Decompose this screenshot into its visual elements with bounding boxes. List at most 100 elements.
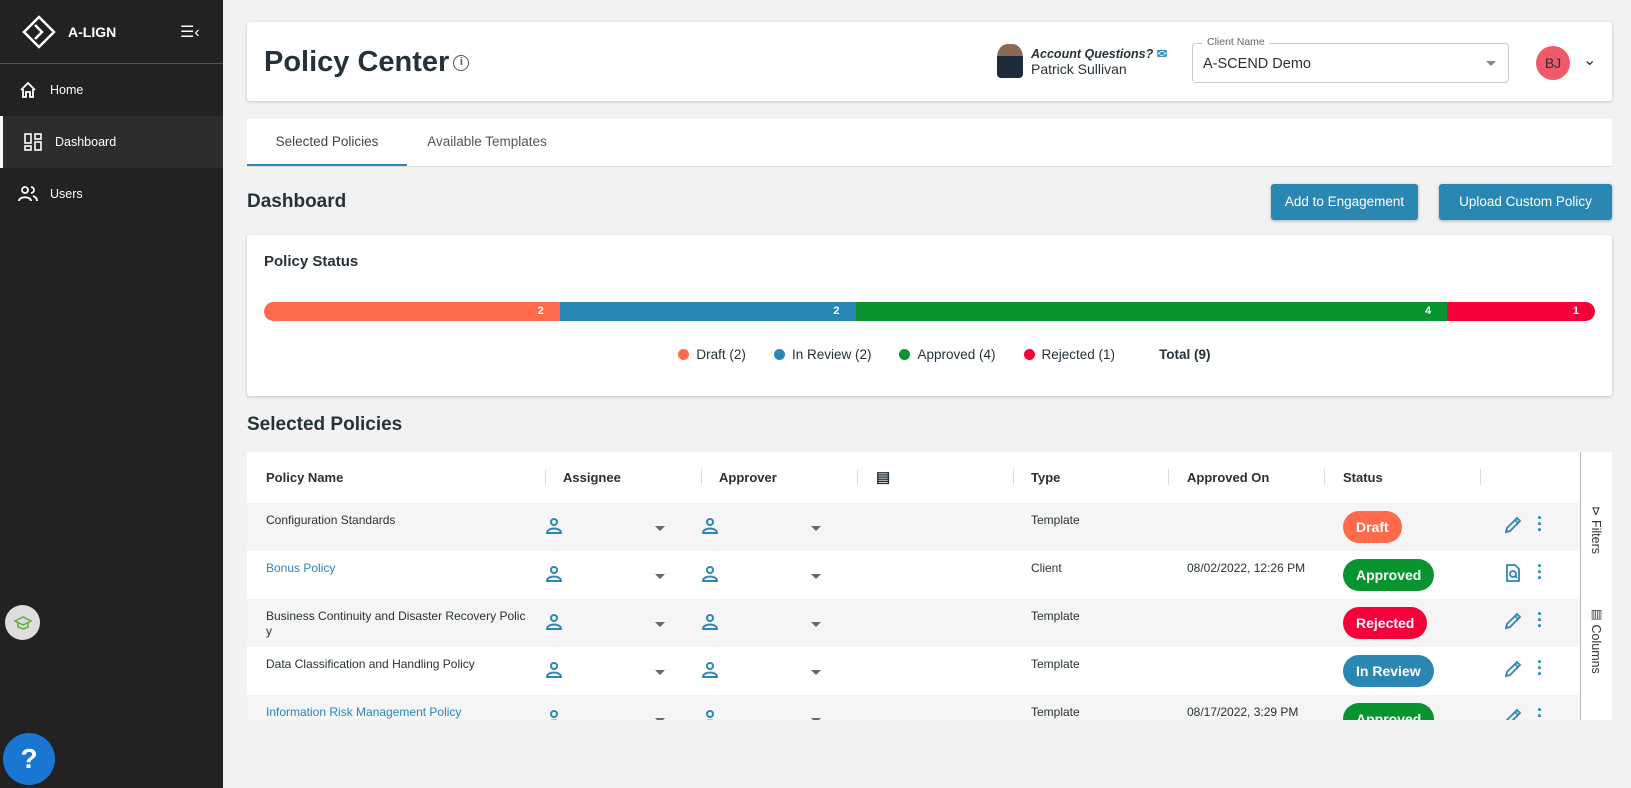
users-icon bbox=[18, 186, 38, 202]
assignee-user-icon[interactable] bbox=[545, 661, 563, 684]
approver-dropdown-icon[interactable] bbox=[811, 574, 821, 584]
table-row[interactable]: Configuration Standards Template Draft ·… bbox=[247, 503, 1580, 551]
more-options-icon[interactable]: ··· bbox=[1537, 556, 1543, 588]
client-name-select[interactable]: Client Name A-SCEND Demo bbox=[1192, 36, 1509, 83]
logo[interactable]: A-LIGN bbox=[0, 0, 223, 64]
sidebar: A-LIGN ☰‹ Home Dashboard Users ? bbox=[0, 0, 223, 788]
edit-pencil-icon[interactable] bbox=[1503, 659, 1523, 684]
column-divider[interactable] bbox=[1324, 469, 1325, 485]
chevron-down-icon[interactable]: ⌄ bbox=[1583, 52, 1597, 69]
policy-type: Template bbox=[1031, 609, 1080, 623]
filters-button[interactable]: ⊳ Filters bbox=[1589, 506, 1604, 554]
assignee-dropdown-icon[interactable] bbox=[655, 526, 665, 536]
sidebar-item-home[interactable]: Home bbox=[0, 64, 223, 116]
approver-user-icon[interactable] bbox=[701, 661, 719, 684]
edit-pencil-icon[interactable] bbox=[1503, 707, 1523, 720]
assignee-dropdown-icon[interactable] bbox=[655, 718, 665, 720]
graduation-cap-icon bbox=[13, 615, 32, 630]
training-button[interactable] bbox=[5, 605, 40, 640]
selected-policies-title: Selected Policies bbox=[247, 414, 403, 435]
legend-label: Approved (4) bbox=[917, 347, 996, 362]
dashboard-title: Dashboard bbox=[247, 191, 347, 212]
add-to-engagement-button[interactable]: Add to Engagement bbox=[1271, 184, 1418, 220]
policy-name[interactable]: Bonus Policy bbox=[266, 561, 336, 575]
status-bar-segment: 1 bbox=[1447, 302, 1595, 321]
mail-icon[interactable]: ✉ bbox=[1156, 46, 1168, 61]
more-options-icon[interactable]: ··· bbox=[1537, 604, 1543, 636]
more-options-icon[interactable]: ··· bbox=[1537, 508, 1543, 540]
tab-selected-policies[interactable]: Selected Policies bbox=[247, 119, 407, 166]
status-legend: Draft (2) In Review (2) Approved (4) Reject… bbox=[247, 347, 1612, 362]
policy-type: Template bbox=[1031, 705, 1080, 719]
col-type[interactable]: Type bbox=[1031, 470, 1061, 485]
user-avatar[interactable]: BJ bbox=[1536, 46, 1570, 80]
assignee-dropdown-icon[interactable] bbox=[655, 670, 665, 680]
assignee-user-icon[interactable] bbox=[545, 709, 563, 720]
assignee-user-icon[interactable] bbox=[545, 565, 563, 588]
column-divider[interactable] bbox=[1480, 469, 1481, 485]
tab-available-templates[interactable]: Available Templates bbox=[427, 134, 547, 149]
approver-dropdown-icon[interactable] bbox=[811, 622, 821, 632]
column-divider[interactable] bbox=[857, 469, 858, 485]
approver-dropdown-icon[interactable] bbox=[811, 526, 821, 536]
assignee-user-icon[interactable] bbox=[545, 517, 563, 540]
assignee-dropdown-icon[interactable] bbox=[655, 574, 665, 584]
column-divider[interactable] bbox=[701, 469, 702, 485]
side-panel: ⊳ Filters ▥ Columns bbox=[1580, 452, 1612, 720]
edit-pencil-icon[interactable] bbox=[1503, 515, 1523, 540]
legend-item[interactable]: Draft (2) bbox=[678, 347, 746, 362]
approver-user-icon[interactable] bbox=[701, 565, 719, 588]
info-icon[interactable]: i bbox=[453, 55, 470, 72]
legend-item[interactable]: In Review (2) bbox=[773, 347, 872, 362]
account-manager-name: Patrick Sullivan bbox=[1031, 60, 1127, 77]
page-header: Policy Center i Account Questions? ✉ Patr… bbox=[247, 22, 1612, 101]
status-bar-segment: 2 bbox=[264, 302, 560, 321]
approver-dropdown-icon[interactable] bbox=[811, 670, 821, 680]
policy-name: Data Classification and Handling Policy bbox=[266, 657, 475, 671]
col-policy-name[interactable]: Policy Name bbox=[266, 470, 344, 485]
sidebar-item-users[interactable]: Users bbox=[0, 168, 223, 220]
column-divider[interactable] bbox=[1013, 469, 1014, 485]
table-row[interactable]: Data Classification and Handling Policy … bbox=[247, 647, 1580, 695]
collapse-menu-icon[interactable]: ☰‹ bbox=[180, 24, 200, 41]
col-assignee[interactable]: Assignee bbox=[563, 470, 621, 485]
sidebar-item-dashboard[interactable]: Dashboard bbox=[0, 116, 223, 168]
approver-user-icon[interactable] bbox=[701, 613, 719, 636]
policy-type: Template bbox=[1031, 513, 1080, 527]
table-row[interactable]: Business Continuity and Disaster Recover… bbox=[247, 599, 1580, 647]
column-divider[interactable] bbox=[545, 469, 546, 485]
columns-label: Columns bbox=[1589, 624, 1603, 674]
page-title: Policy Center i bbox=[264, 46, 470, 79]
legend-item[interactable]: Approved (4) bbox=[899, 347, 996, 362]
approver-user-icon[interactable] bbox=[701, 517, 719, 540]
assignee-user-icon[interactable] bbox=[545, 613, 563, 636]
sidebar-item-label: Home bbox=[50, 83, 84, 97]
policies-table: Policy Name Assignee Approver ▤ Type App… bbox=[247, 452, 1612, 720]
table-row[interactable]: Information Risk Management Policy Templ… bbox=[247, 695, 1580, 720]
help-button[interactable]: ? bbox=[3, 733, 55, 785]
assignee-dropdown-icon[interactable] bbox=[655, 622, 665, 632]
col-status[interactable]: Status bbox=[1343, 470, 1383, 485]
more-options-icon[interactable]: ··· bbox=[1537, 652, 1543, 684]
upload-custom-policy-button[interactable]: Upload Custom Policy bbox=[1439, 184, 1612, 220]
policy-name: Business Continuity and Disaster Recover… bbox=[266, 609, 526, 638]
col-approved-on[interactable]: Approved On bbox=[1187, 470, 1270, 485]
approver-dropdown-icon[interactable] bbox=[811, 718, 821, 720]
policy-status-title: Policy Status bbox=[264, 253, 359, 270]
col-comments[interactable]: ▤ bbox=[876, 452, 890, 503]
legend-item[interactable]: Rejected (1) bbox=[1023, 347, 1115, 362]
status-badge: Draft bbox=[1343, 511, 1402, 543]
legend-label: In Review (2) bbox=[791, 347, 872, 362]
dashboard-icon bbox=[24, 133, 42, 151]
edit-pencil-icon[interactable] bbox=[1503, 611, 1523, 636]
col-approver[interactable]: Approver bbox=[719, 470, 777, 485]
columns-button[interactable]: ▥ Columns bbox=[1589, 606, 1604, 674]
legend-label: Draft (2) bbox=[696, 347, 746, 362]
policy-name[interactable]: Information Risk Management Policy bbox=[266, 705, 462, 719]
approver-user-icon[interactable] bbox=[701, 709, 719, 720]
status-badge: In Review bbox=[1343, 655, 1434, 687]
more-options-icon[interactable]: ··· bbox=[1537, 700, 1543, 720]
column-divider[interactable] bbox=[1168, 469, 1169, 485]
table-row[interactable]: Bonus Policy Client 08/02/2022, 12:26 PM… bbox=[247, 551, 1580, 599]
view-document-icon[interactable] bbox=[1503, 563, 1523, 588]
